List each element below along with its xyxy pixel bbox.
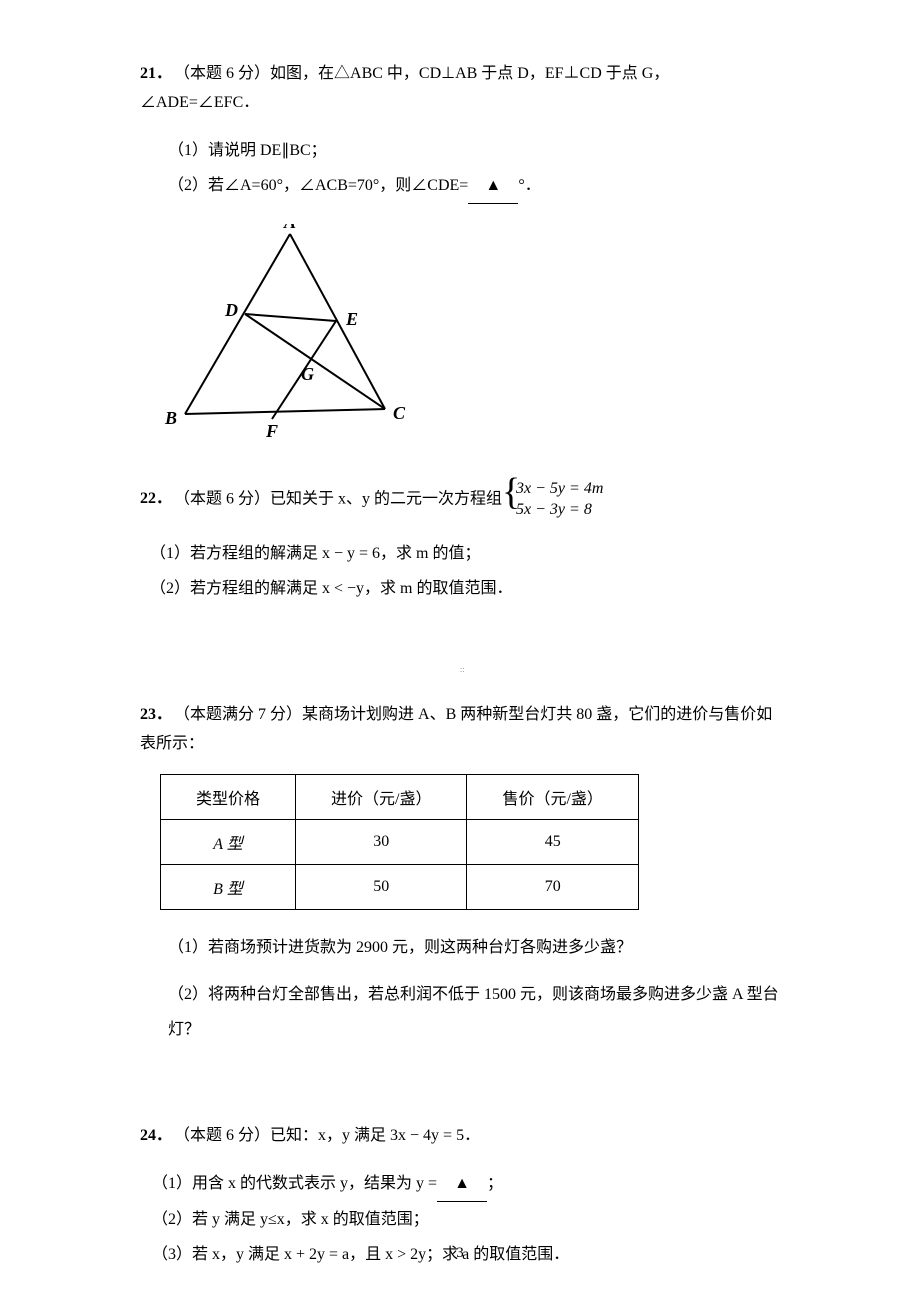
q21-number: 21． bbox=[140, 65, 172, 82]
table-header: 进价（元/盏） bbox=[296, 774, 467, 819]
svg-text:D: D bbox=[224, 300, 238, 320]
table-cell: 70 bbox=[467, 864, 638, 909]
table-cell: 30 bbox=[296, 819, 467, 864]
q22-header-text: （本题 6 分）已知关于 x、y 的二元一次方程组 bbox=[182, 490, 502, 507]
watermark: :: bbox=[460, 665, 464, 674]
svg-text:B: B bbox=[164, 408, 177, 428]
svg-text:C: C bbox=[393, 403, 406, 423]
q21-blank: ▲ bbox=[468, 168, 518, 204]
q21-header: 21．（本题 6 分）如图，在△ABC 中，CD⊥AB 于点 D，EF⊥CD 于… bbox=[140, 60, 780, 118]
table-row: A 型3045 bbox=[161, 819, 639, 864]
triangle-diagram: A B C D E F G bbox=[160, 224, 420, 439]
svg-text:E: E bbox=[345, 309, 358, 329]
q24-header: 24． （本题 6 分）已知：x，y 满足 3x − 4y = 5． bbox=[140, 1122, 780, 1151]
table-header: 售价（元/盏） bbox=[467, 774, 638, 819]
table-cell: A 型 bbox=[161, 819, 296, 864]
q22-part1: （1）若方程组的解满足 x − y = 6，求 m 的值； bbox=[140, 536, 780, 571]
q22-number: 22． bbox=[140, 490, 172, 507]
question-23: 23．（本题满分 7 分）某商场计划购进 A、B 两种新型台灯共 80 盏，它们… bbox=[140, 701, 780, 1047]
q21-diagram: A B C D E F G bbox=[160, 224, 780, 444]
q21-part2-post: °． bbox=[518, 177, 540, 194]
svg-text:A: A bbox=[283, 224, 296, 232]
svg-text:G: G bbox=[301, 364, 314, 384]
q23-part1: （1）若商场预计进货款为 2900 元，则这两种台灯各购进多少盏？ bbox=[140, 930, 780, 965]
q21-part1: （1）请说明 DE∥BC； bbox=[140, 133, 780, 168]
table-row: B 型5070 bbox=[161, 864, 639, 909]
q23-table: 类型价格进价（元/盏）售价（元/盏）A 型3045B 型5070 bbox=[160, 774, 639, 910]
q22-system: 3x − 5y = 4m 5x − 3y = 8 bbox=[502, 479, 603, 521]
q24-header-text: （本题 6 分）已知：x，y 满足 3x − 4y = 5． bbox=[182, 1127, 480, 1144]
question-22: 22． （本题 6 分）已知关于 x、y 的二元一次方程组 3x − 5y = 4… bbox=[140, 479, 780, 606]
question-21: 21．（本题 6 分）如图，在△ABC 中，CD⊥AB 于点 D，EF⊥CD 于… bbox=[140, 60, 780, 444]
q22-header: 22． （本题 6 分）已知关于 x、y 的二元一次方程组 3x − 5y = 4… bbox=[140, 479, 780, 521]
table-cell: 45 bbox=[467, 819, 638, 864]
q24-part1-post: ； bbox=[487, 1175, 503, 1192]
q24-blank: ▲ bbox=[437, 1166, 487, 1202]
q22-part2: （2）若方程组的解满足 x < −y，求 m 的取值范围． bbox=[140, 571, 780, 606]
q22-eq2: 5x − 3y = 8 bbox=[516, 500, 603, 521]
q23-header: 23．（本题满分 7 分）某商场计划购进 A、B 两种新型台灯共 80 盏，它们… bbox=[140, 701, 780, 759]
q23-number: 23． bbox=[140, 706, 172, 723]
svg-text:F: F bbox=[265, 421, 278, 439]
q23-part2: （2）将两种台灯全部售出，若总利润不低于 1500 元，则该商场最多购进多少盏 … bbox=[140, 977, 780, 1047]
q24-number: 24． bbox=[140, 1127, 172, 1144]
q23-header-text: （本题满分 7 分）某商场计划购进 A、B 两种新型台灯共 80 盏，它们的进价… bbox=[140, 706, 772, 752]
table-header: 类型价格 bbox=[161, 774, 296, 819]
q21-header-text: （本题 6 分）如图，在△ABC 中，CD⊥AB 于点 D，EF⊥CD 于点 G… bbox=[140, 65, 669, 111]
q21-part2: （2）若∠A=60°，∠ACB=70°，则∠CDE=▲°． bbox=[140, 168, 780, 204]
page-number: 3 bbox=[0, 1245, 920, 1262]
q22-eq1: 3x − 5y = 4m bbox=[516, 479, 603, 500]
table-cell: 50 bbox=[296, 864, 467, 909]
q24-part1-pre: （1）用含 x 的代数式表示 y，结果为 y = bbox=[152, 1175, 437, 1192]
q21-part2-pre: （2）若∠A=60°，∠ACB=70°，则∠CDE= bbox=[168, 177, 468, 194]
table-cell: B 型 bbox=[161, 864, 296, 909]
q24-part1: （1）用含 x 的代数式表示 y，结果为 y =▲； bbox=[140, 1166, 780, 1202]
q24-part2: （2）若 y 满足 y≤x，求 x 的取值范围； bbox=[140, 1202, 780, 1237]
